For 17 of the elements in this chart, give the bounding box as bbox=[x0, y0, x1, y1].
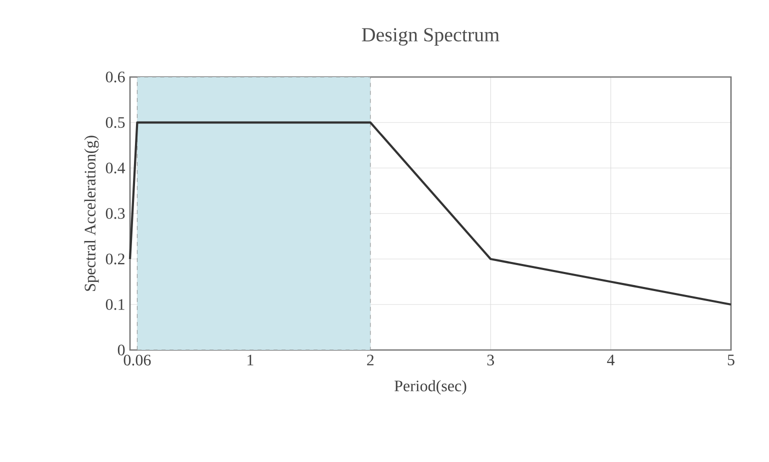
x-tick-label: 5 bbox=[728, 354, 734, 366]
x-tick-label: 1 bbox=[248, 354, 254, 366]
x-axis-title: Period(sec) bbox=[394, 380, 466, 395]
y-tick-label: 0.3 bbox=[106, 208, 125, 219]
x-tick-label: 3 bbox=[487, 354, 494, 366]
y-tick-label: 0.1 bbox=[106, 299, 124, 310]
chart-title: Design Spectrum bbox=[362, 28, 500, 46]
x-tick-label: 2 bbox=[367, 354, 374, 366]
y-axis-title: Spectral Acceleration(g) bbox=[84, 136, 99, 291]
y-tick-label: 0 bbox=[118, 344, 125, 356]
y-tick-label: 0.2 bbox=[106, 254, 124, 264]
x-tick-label: 0.06 bbox=[124, 354, 151, 366]
y-tick-label: 0.5 bbox=[106, 117, 125, 128]
line-series bbox=[128, 121, 732, 306]
y-tick-label: 0.4 bbox=[106, 162, 126, 174]
x-tick-label: 4 bbox=[607, 354, 615, 366]
y-tick-label: 0.6 bbox=[106, 72, 125, 82]
